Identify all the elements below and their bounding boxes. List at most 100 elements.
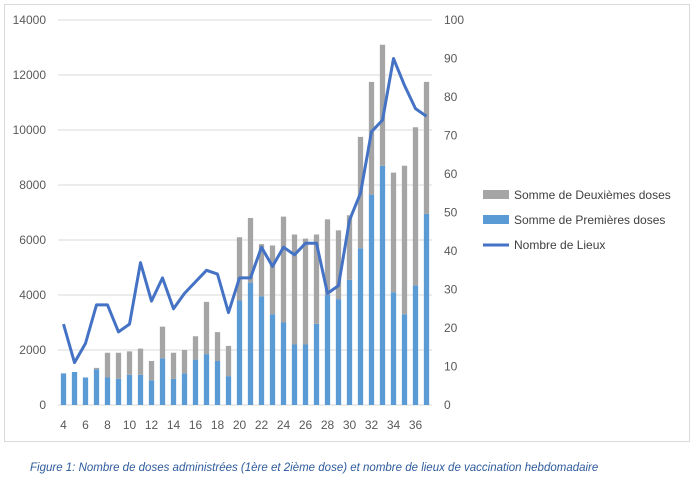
bar-premieres-doses bbox=[324, 295, 331, 405]
bar-deuxiemes-doses bbox=[148, 361, 155, 381]
y-left-tick-label: 12000 bbox=[13, 68, 47, 82]
bar-premieres-doses bbox=[137, 374, 144, 405]
bar-deuxiemes-doses bbox=[313, 234, 320, 324]
y-left-tick-label: 0 bbox=[39, 398, 46, 412]
x-tick-label: 14 bbox=[167, 418, 181, 432]
bar-premieres-doses bbox=[346, 279, 353, 405]
y-right-tick-label: 80 bbox=[444, 90, 458, 104]
bar-premieres-doses bbox=[236, 300, 243, 405]
bar-deuxiemes-doses bbox=[236, 237, 243, 301]
y-right-tick-label: 50 bbox=[444, 206, 458, 220]
y-right-tick-label: 40 bbox=[444, 244, 458, 258]
y-right-tick-label: 30 bbox=[444, 283, 458, 297]
bar-deuxiemes-doses bbox=[104, 352, 111, 378]
y-right-tick-label: 70 bbox=[444, 129, 458, 143]
legend-label-premieres-doses: Somme de Premières doses bbox=[514, 213, 665, 227]
x-tick-label: 16 bbox=[189, 418, 203, 432]
bar-premieres-doses bbox=[82, 377, 89, 405]
bar-deuxiemes-doses bbox=[324, 219, 331, 295]
x-tick-label: 4 bbox=[60, 418, 67, 432]
bar-premieres-doses bbox=[291, 344, 298, 405]
bar-premieres-doses bbox=[269, 314, 276, 405]
bar-deuxiemes-doses bbox=[335, 230, 342, 300]
x-tick-label: 28 bbox=[321, 418, 335, 432]
x-tick-label: 24 bbox=[277, 418, 291, 432]
bar-premieres-doses bbox=[192, 359, 199, 405]
x-tick-label: 34 bbox=[387, 418, 401, 432]
bar-premieres-doses bbox=[368, 194, 375, 405]
bar-premieres-doses bbox=[104, 377, 111, 405]
bar-premieres-doses bbox=[60, 373, 67, 405]
x-tick-label: 6 bbox=[82, 418, 89, 432]
legend-label-nombre-de-lieux: Nombre de Lieux bbox=[514, 238, 605, 252]
bar-deuxiemes-doses bbox=[302, 238, 309, 345]
bar-premieres-doses bbox=[159, 358, 166, 405]
y-left-tick-label: 14000 bbox=[13, 13, 47, 27]
x-tick-label: 26 bbox=[299, 418, 313, 432]
bar-premieres-doses bbox=[71, 372, 78, 405]
bar-deuxiemes-doses bbox=[291, 234, 298, 345]
bar-deuxiemes-doses bbox=[390, 172, 397, 293]
bar-deuxiemes-doses bbox=[203, 301, 210, 355]
legend-swatch-deuxiemes-doses bbox=[483, 190, 509, 199]
bar-deuxiemes-doses bbox=[181, 350, 188, 374]
bar-premieres-doses bbox=[357, 248, 364, 405]
bar-premieres-doses bbox=[401, 314, 408, 405]
bar-deuxiemes-doses bbox=[423, 81, 430, 214]
bar-premieres-doses bbox=[313, 323, 320, 405]
bar-deuxiemes-doses bbox=[115, 352, 122, 379]
bar-premieres-doses bbox=[225, 376, 232, 405]
y-right-tick-label: 0 bbox=[444, 398, 451, 412]
line-nombre-de-lieux bbox=[62, 57, 428, 365]
chart: 0 2000 4000 6000 8000 10000 12000 14000 0 10 20 30 4… bbox=[13, 13, 671, 432]
bar-premieres-doses bbox=[203, 354, 210, 405]
x-tick-label: 18 bbox=[211, 418, 225, 432]
bar-deuxiemes-doses bbox=[170, 352, 177, 379]
legend-label-deuxiemes-doses: Somme de Deuxièmes doses bbox=[514, 188, 671, 202]
bar-deuxiemes-doses bbox=[412, 127, 419, 286]
y-left-tick-label: 10000 bbox=[13, 123, 47, 137]
y-left-tick-label: 6000 bbox=[19, 233, 46, 247]
y-left-tick-label: 4000 bbox=[19, 288, 46, 302]
bar-premieres-doses bbox=[93, 369, 100, 405]
bar-deuxiemes-doses bbox=[247, 218, 254, 283]
bar-premieres-doses bbox=[126, 374, 133, 405]
bar-premieres-doses bbox=[115, 378, 122, 405]
bar-premieres-doses bbox=[423, 213, 430, 405]
bar-deuxiemes-doses bbox=[192, 336, 199, 360]
bar-premieres-doses bbox=[214, 361, 221, 405]
bar-deuxiemes-doses bbox=[137, 348, 144, 375]
bar-deuxiemes-doses bbox=[93, 367, 100, 370]
bar-deuxiemes-doses bbox=[159, 326, 166, 359]
bar-premieres-doses bbox=[379, 165, 386, 405]
bar-deuxiemes-doses bbox=[258, 244, 265, 297]
x-tick-label: 8 bbox=[104, 418, 111, 432]
y-right-tick-label: 20 bbox=[444, 321, 458, 335]
y-right-tick-label: 60 bbox=[444, 167, 458, 181]
x-tick-label: 10 bbox=[123, 418, 137, 432]
bar-deuxiemes-doses bbox=[126, 351, 133, 375]
bar-deuxiemes-doses bbox=[346, 215, 353, 280]
bar-premieres-doses bbox=[280, 322, 287, 405]
x-tick-label: 30 bbox=[343, 418, 357, 432]
x-tick-label: 22 bbox=[255, 418, 269, 432]
y-right-tick-label: 90 bbox=[444, 52, 458, 66]
bar-deuxiemes-doses bbox=[379, 44, 386, 166]
legend-swatch-premieres-doses bbox=[483, 215, 509, 224]
bar-premieres-doses bbox=[247, 282, 254, 405]
figure-caption: Figure 1: Nombre de doses administrées (… bbox=[30, 462, 599, 474]
x-tick-label: 36 bbox=[409, 418, 423, 432]
bar-premieres-doses bbox=[181, 373, 188, 405]
bar-premieres-doses bbox=[390, 292, 397, 405]
x-tick-label: 12 bbox=[145, 418, 159, 432]
bar-deuxiemes-doses bbox=[401, 165, 408, 315]
bar-deuxiemes-doses bbox=[269, 245, 276, 315]
bar-premieres-doses bbox=[335, 299, 342, 405]
bar-premieres-doses bbox=[258, 296, 265, 405]
x-tick-label: 20 bbox=[233, 418, 247, 432]
chart-frame bbox=[4, 4, 690, 442]
bar-premieres-doses bbox=[148, 380, 155, 405]
x-tick-label: 32 bbox=[365, 418, 379, 432]
y-left-tick-label: 2000 bbox=[19, 343, 46, 357]
bar-premieres-doses bbox=[412, 285, 419, 405]
